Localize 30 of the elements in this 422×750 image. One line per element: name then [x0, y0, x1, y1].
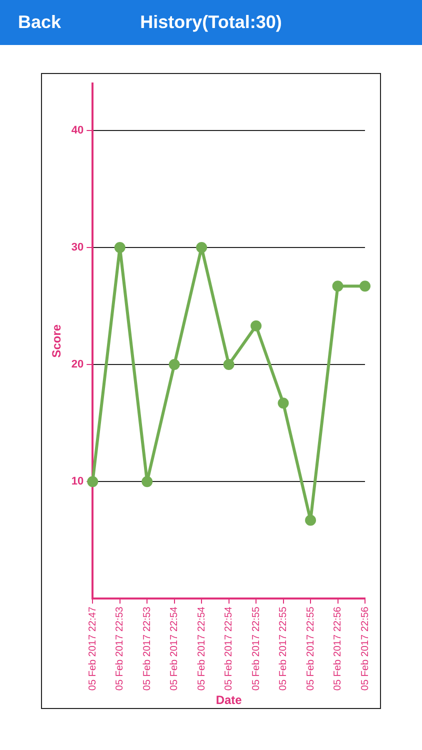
x-tick-label: 05 Feb 2017 22:55 [278, 606, 290, 691]
x-tick-label: 05 Feb 2017 22:54 [196, 606, 208, 691]
point [360, 280, 370, 292]
point [332, 280, 344, 292]
point [168, 359, 180, 370]
point [142, 476, 153, 488]
x-tick-label: 05 Feb 2017 22:55 [250, 606, 262, 691]
x-tick-label: 05 Feb 2017 22:47 [87, 606, 98, 691]
x-tick-label: 05 Feb 2017 22:56 [360, 606, 371, 691]
y-tick-label: 20 [71, 358, 84, 371]
point [250, 320, 262, 332]
x-axis-title: Date [216, 693, 242, 708]
x-tick-label: 05 Feb 2017 22:56 [332, 606, 344, 691]
y-tick-label: 30 [71, 242, 84, 254]
y-tick-label: 10 [71, 476, 84, 488]
point [278, 398, 289, 409]
point [114, 242, 126, 253]
point [223, 359, 234, 370]
x-tick-label: 05 Feb 2017 22:55 [305, 606, 316, 691]
chart-title: History(Total:30) [140, 12, 282, 32]
x-tick-label: 05 Feb 2017 22:53 [142, 606, 153, 691]
point [305, 514, 316, 526]
y-axis-title: Score [50, 324, 64, 358]
x-tick-label: 05 Feb 2017 22:53 [114, 606, 126, 691]
x-tick-label: 05 Feb 2017 22:54 [224, 606, 235, 691]
point [196, 242, 208, 253]
point [87, 476, 98, 488]
x-tick-label: 05 Feb 2017 22:54 [169, 606, 180, 691]
y-tick-label: 40 [71, 124, 84, 136]
back-button[interactable]: Back [18, 12, 62, 33]
